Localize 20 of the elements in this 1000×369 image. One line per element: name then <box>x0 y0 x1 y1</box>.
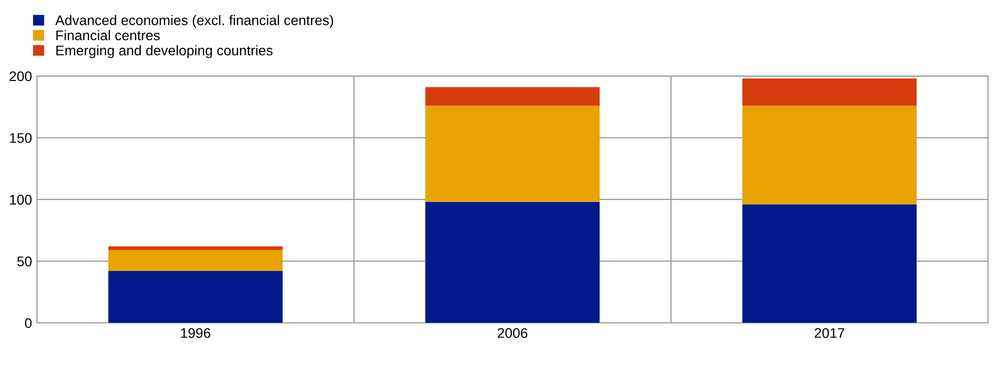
bar <box>742 106 917 204</box>
bar <box>425 87 600 106</box>
legend-label: Emerging and developing countries <box>56 45 272 58</box>
y-tick-label: 50 <box>17 256 32 266</box>
y-tick-label: 150 <box>10 133 32 143</box>
bar <box>425 202 600 323</box>
y-tick-label: 0 <box>24 318 32 328</box>
legend-label: Financial centres <box>56 30 160 40</box>
x-tick-label: 2006 <box>498 328 528 338</box>
y-tick-label: 100 <box>10 194 32 205</box>
bar <box>742 78 917 106</box>
x-tick-label: 1996 <box>181 328 210 338</box>
bar <box>108 271 283 323</box>
legend-label: Advanced economies (excl. financial centres) <box>55 14 334 28</box>
bar <box>108 250 283 272</box>
y-tick-label: 200 <box>10 71 32 82</box>
x-tick-label: 2017 <box>814 328 844 338</box>
bar <box>742 204 917 323</box>
bar <box>425 106 600 202</box>
bar <box>108 246 283 250</box>
